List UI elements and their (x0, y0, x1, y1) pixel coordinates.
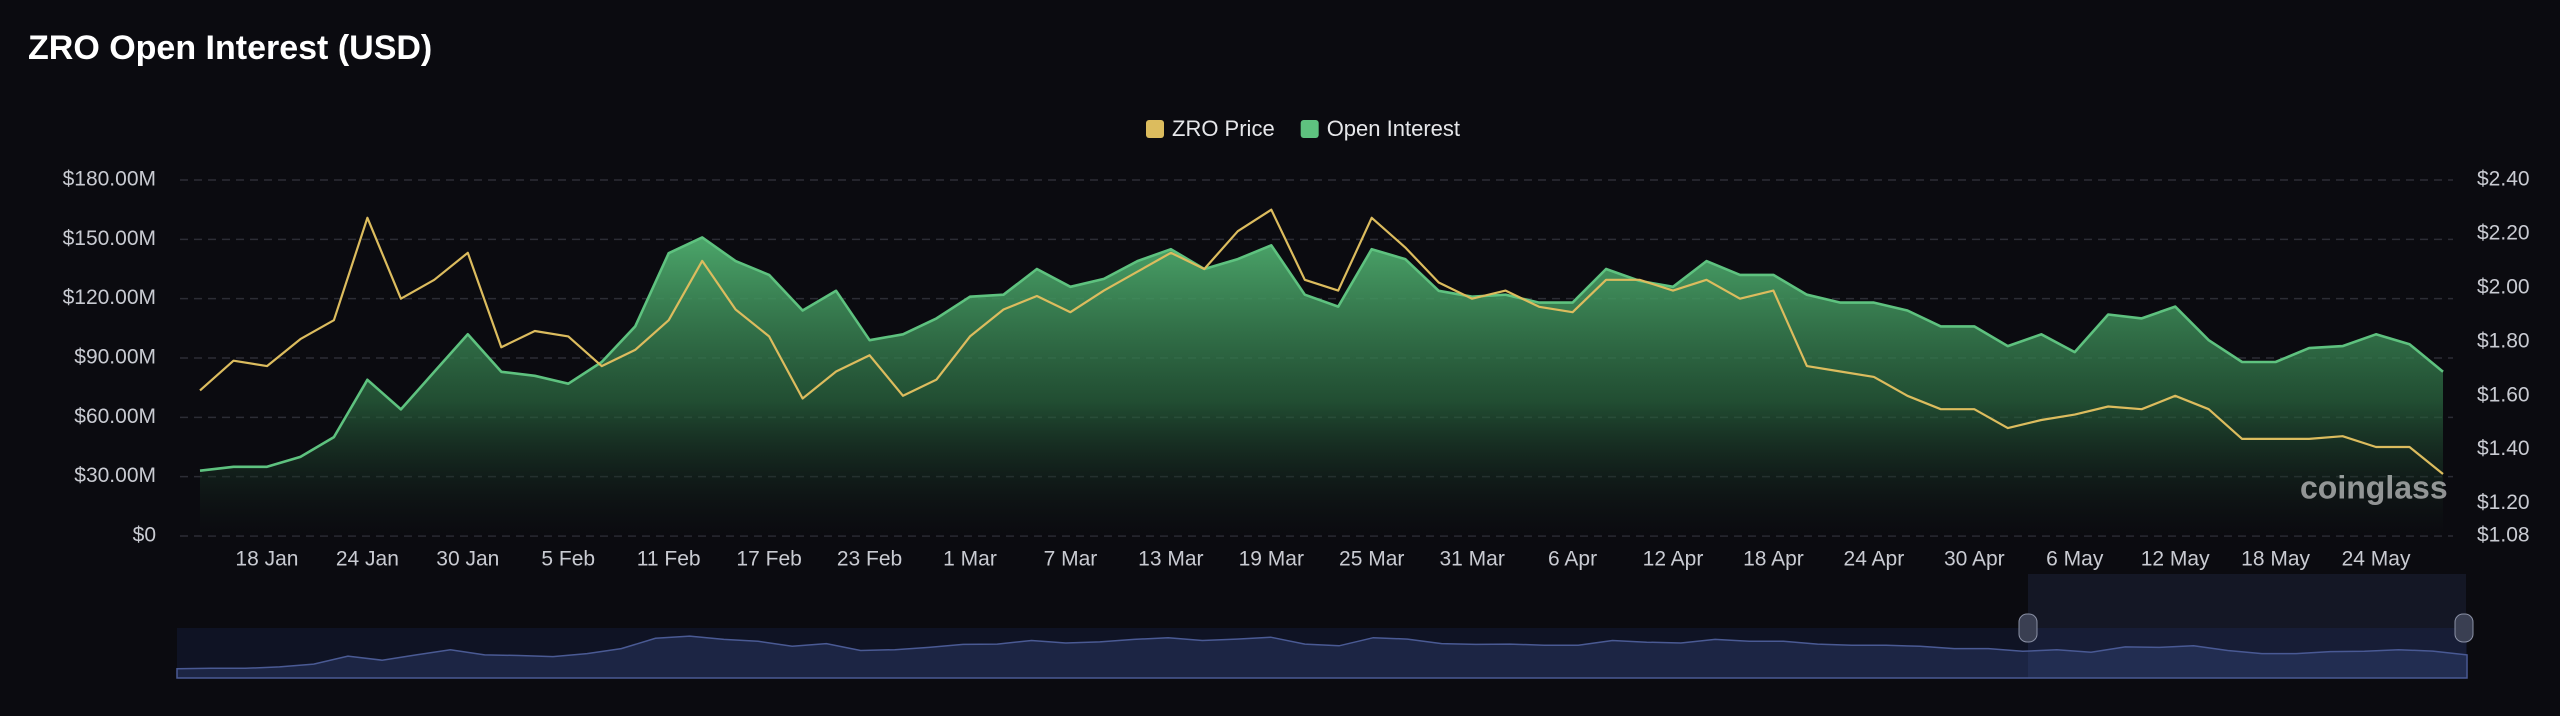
y-tick-label: $150.00M (63, 227, 156, 250)
y2-tick-label: $2.20 (2477, 221, 2530, 244)
watermark: coinglass (2300, 469, 2448, 505)
navigator-series (176, 635, 2468, 679)
line (199, 236, 2444, 472)
plot-area: $0 $30.00M $60.00M $90.00M $120.00M $150.00M $… (63, 116, 2530, 571)
x-tick-label: 13 Mar (1138, 548, 1203, 571)
x-tick-label: 18 Apr (1743, 548, 1804, 571)
y2-tick-label: $2.40 (2477, 168, 2530, 191)
x-tick-label: 12 May (2141, 548, 2210, 571)
navigator-handle[interactable] (2018, 613, 2038, 643)
x-tick-label: 7 Mar (1044, 548, 1098, 571)
line (199, 208, 2444, 475)
legend-label: Open Interest (1327, 116, 1460, 141)
y-tick-label: $60.00M (74, 405, 156, 428)
y-tick-label: $30.00M (74, 464, 156, 487)
x-tick-label: 5 Feb (541, 548, 595, 571)
y2-tick-label: $1.80 (2477, 329, 2530, 352)
y-tick-label: $90.00M (74, 346, 156, 369)
y2-tick-label: $1.08 (2477, 524, 2530, 547)
navigator-selection[interactable] (2028, 574, 2466, 678)
y-tick-label: $180.00M (63, 168, 156, 191)
x-tick-label: 31 Mar (1439, 548, 1504, 571)
y-tick-label: $120.00M (63, 286, 156, 309)
y2-tick-label: $2.00 (2477, 275, 2530, 298)
y2-tick-label: $1.20 (2477, 491, 2530, 514)
legend-swatch (1300, 120, 1319, 138)
y2-tick-label: $1.40 (2477, 437, 2530, 460)
x-tick-label: 11 Feb (637, 548, 701, 571)
x-tick-label: 18 Jan (235, 548, 298, 571)
x-tick-label: 23 Feb (837, 548, 902, 571)
x-tick-label: 12 Apr (1643, 548, 1704, 571)
x-tick-label: 6 Apr (1548, 548, 1597, 571)
navigator-handle[interactable] (2454, 613, 2474, 643)
x-tick-label: 30 Jan (436, 548, 499, 571)
x-tick-label: 1 Mar (943, 548, 997, 571)
legend-swatch (1146, 120, 1164, 138)
y-tick-label: $0 (133, 524, 156, 547)
navigator-area (176, 635, 2468, 679)
x-tick-label: 24 Jan (336, 548, 399, 571)
x-tick-label: 6 May (2046, 548, 2104, 571)
x-tick-label: 19 Mar (1239, 548, 1304, 571)
x-tick-label: 18 May (2241, 548, 2310, 571)
x-tick-label: 30 Apr (1944, 548, 2005, 571)
x-tick-label: 24 Apr (1844, 548, 1905, 571)
legend-label: ZRO Price (1172, 116, 1275, 141)
x-tick-label: 17 Feb (736, 548, 801, 571)
x-tick-label: 24 May (2342, 548, 2411, 571)
y2-tick-label: $1.60 (2477, 383, 2530, 406)
x-tick-label: 25 Mar (1339, 548, 1404, 571)
chart-title: ZRO Open Interest (USD) (28, 29, 432, 67)
area (200, 237, 2443, 536)
